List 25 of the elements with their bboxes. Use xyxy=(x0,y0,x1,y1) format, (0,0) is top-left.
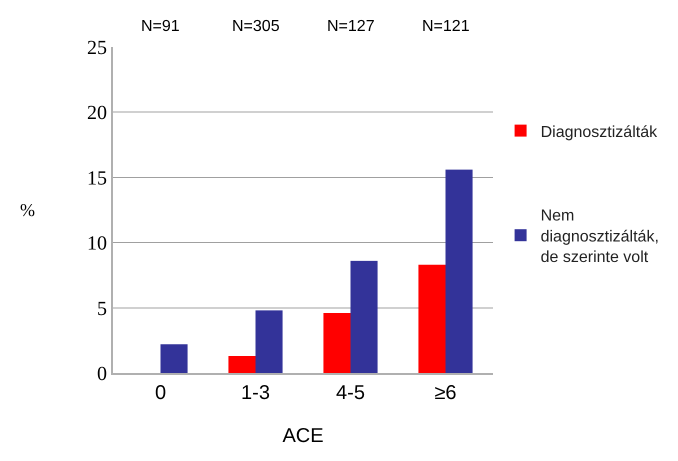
bar xyxy=(323,313,350,373)
x-tick-label: 1-3 xyxy=(241,382,270,404)
legend-label: Nem diagnosztizálták, de szerinte volt xyxy=(540,208,659,266)
y-tick-label: 25 xyxy=(87,37,107,59)
bar xyxy=(256,310,283,373)
x-tick-label: ≥6 xyxy=(434,382,457,404)
bar xyxy=(446,170,473,373)
bar xyxy=(160,344,188,373)
x-axis-title: ACE xyxy=(282,425,324,447)
text: N=91 xyxy=(141,18,180,35)
x-tick-label: 0 xyxy=(154,382,166,404)
bar xyxy=(350,260,378,373)
x-tick-label: 4-5 xyxy=(336,382,365,404)
y-tick-label: 5 xyxy=(97,298,107,320)
y-tick-label: 20 xyxy=(87,102,107,124)
text: N=127 xyxy=(327,18,375,35)
y-axis-title: % xyxy=(20,200,35,220)
bar xyxy=(418,264,446,373)
bar xyxy=(228,356,256,373)
y-tick-label: 10 xyxy=(87,232,107,255)
legend-label: Diagnosztizálták xyxy=(540,124,658,141)
y-tick-label: 0 xyxy=(97,363,107,385)
text: N=305 xyxy=(232,18,280,35)
text: N=121 xyxy=(422,18,470,35)
y-tick-label: 15 xyxy=(87,167,107,190)
